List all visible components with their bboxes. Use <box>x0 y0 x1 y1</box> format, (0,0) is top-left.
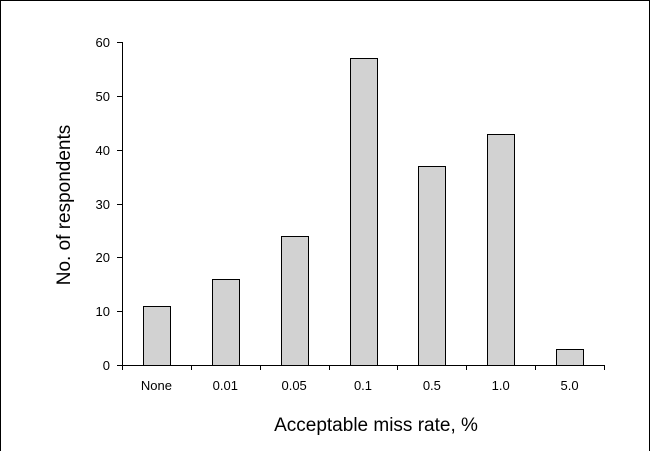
y-tick-label: 40 <box>96 143 110 158</box>
y-ticks-group: 0 10 20 30 40 50 60 <box>96 35 122 373</box>
x-tick-label: 1.0 <box>492 378 510 393</box>
x-axis-title: Acceptable miss rate, % <box>274 415 478 436</box>
bar-1.0 <box>487 134 515 366</box>
x-tick-label: None <box>141 378 172 393</box>
y-tick-label: 0 <box>103 358 110 373</box>
bar-5.0 <box>556 349 584 366</box>
y-tick-label: 20 <box>96 250 110 265</box>
x-tick-label: 5.0 <box>561 378 579 393</box>
y-tick-label: 50 <box>96 89 110 104</box>
y-tick-label: 60 <box>96 35 110 50</box>
y-tick-label: 30 <box>96 197 110 212</box>
x-ticks-group: None 0.01 0.05 0.1 0.5 1.0 5.0 <box>122 365 605 393</box>
x-tick-label: 0.01 <box>213 378 238 393</box>
bars-group <box>143 58 584 366</box>
bar-0.05 <box>281 236 309 366</box>
x-tick-label: 0.05 <box>281 378 306 393</box>
bar-None <box>143 306 171 366</box>
x-tick-label: 0.5 <box>423 378 441 393</box>
x-tick-label: 0.1 <box>354 378 372 393</box>
bar-0.01 <box>212 279 240 366</box>
bar-0.1 <box>350 58 378 366</box>
y-tick-label: 10 <box>96 304 110 319</box>
bar-0.5 <box>418 166 446 366</box>
y-axis-title: No. of respondents <box>54 125 75 286</box>
